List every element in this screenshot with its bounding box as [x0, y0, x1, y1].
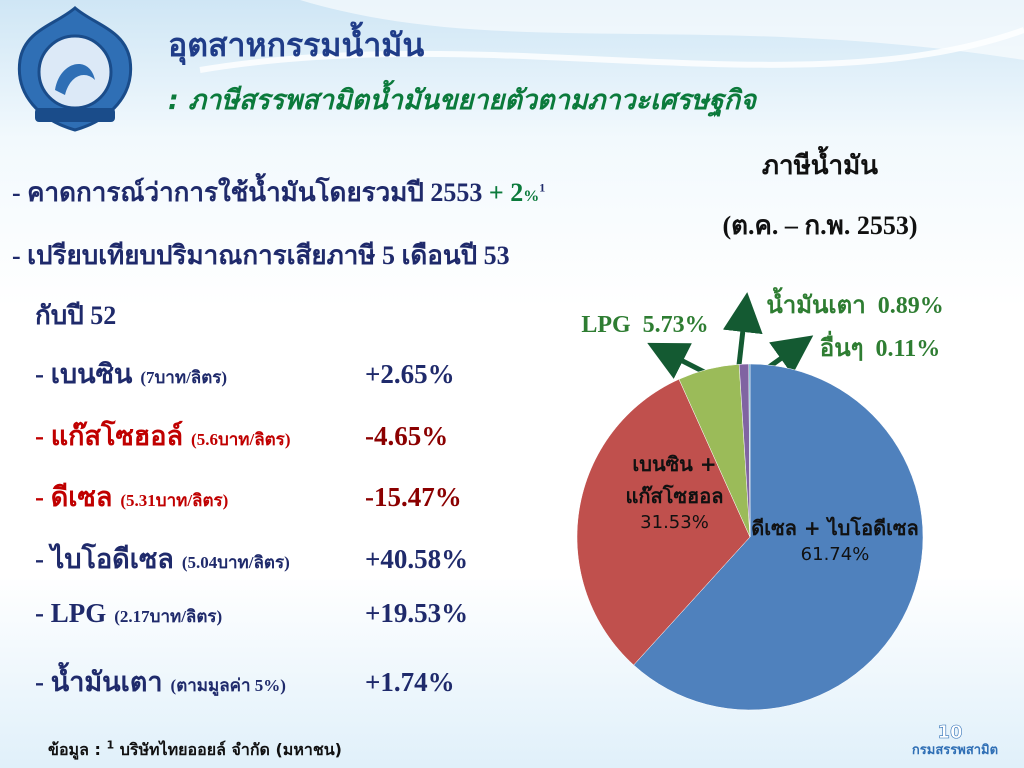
- pie-category: ดีเซล + ไบโอดีเซล: [751, 516, 919, 540]
- source: บริษัทไทยออยล์ จำกัด (มหาชน): [119, 740, 342, 759]
- item: - ไบโอดีเซล (5.04บาท/ลิตร) +40.58%: [35, 537, 468, 580]
- item: - แก๊สโซฮอล์ (5.6บาท/ลิตร) -4.65%: [35, 414, 448, 457]
- item: - เบนซิน (7บาท/ลิตร) +2.65%: [35, 352, 455, 395]
- item-name: - แก๊สโซฮอล์: [35, 420, 184, 451]
- item-label: - ดีเซล (5.31บาท/ลิตร): [35, 475, 365, 518]
- item-label: - เบนซิน (7บาท/ลิตร): [35, 352, 365, 395]
- source-label: ข้อมูล :: [48, 740, 101, 759]
- item-detail: (2.17บาท/ลิตร): [114, 607, 223, 626]
- item-change: -4.65%: [365, 420, 449, 451]
- bullet-continuation: กับปี 52: [35, 301, 117, 330]
- subtitle: : ภาษีสรรพสามิตน้ำมันขยายตัวตามภาวะเศรษฐ…: [168, 85, 756, 116]
- item-change: +40.58%: [365, 543, 469, 574]
- pie-slice: [576, 378, 751, 666]
- bullet-text: - คาดการณ์ว่าการใช้น้ำมันโดยรวมปี 2553: [12, 178, 483, 207]
- item-label: - แก๊สโซฮอล์ (5.6บาท/ลิตร): [35, 414, 365, 457]
- organization: กรมสรรพสามิต: [912, 743, 998, 758]
- pie-category: น้ำมันเตา: [766, 293, 866, 319]
- pie-category: เบนซิน + แก๊สโซฮอล: [625, 452, 724, 508]
- pie-slice: [633, 363, 924, 711]
- pie-category: อื่นๆ: [819, 336, 864, 362]
- footer: ข้อมูล : 1 บริษัทไทยออยล์ จำกัด (มหาชน): [48, 738, 342, 763]
- wave: [199, 27, 1024, 73]
- item-change: +2.65%: [365, 359, 455, 389]
- item-detail: (5.31บาท/ลิตร): [120, 491, 229, 510]
- item-label: - ไบโอดีเซล (5.04บาท/ลิตร): [35, 537, 365, 580]
- pie-label: น้ำมันเตา 0.89%: [740, 285, 970, 324]
- item-name: - ไบโอดีเซล: [35, 543, 174, 574]
- logo: [17, 6, 133, 132]
- pie: [576, 363, 924, 711]
- item: - LPG (2.17บาท/ลิตร) +19.53%: [35, 598, 468, 630]
- item: - น้ำมันเตา (ตามมูลค่า 5%) +1.74%: [35, 660, 455, 703]
- bullet: - คาดการณ์ว่าการใช้น้ำมันโดยรวมปี 2553 +…: [12, 172, 545, 213]
- arrow: [722, 292, 763, 375]
- item-change: +19.53%: [365, 598, 469, 628]
- source-note: 1: [106, 738, 115, 752]
- wave: [300, 0, 1024, 60]
- note: 1: [539, 180, 546, 195]
- item-label: - LPG (2.17บาท/ลิตร): [35, 598, 365, 630]
- pie-label: เบนซิน + แก๊สโซฮอล 31.53%: [617, 448, 732, 533]
- pie-label: อื่นๆ 0.11%: [790, 328, 970, 367]
- item-name: - LPG: [35, 598, 107, 628]
- item-change: -15.47%: [365, 482, 462, 512]
- bullet: - เปรียบเทียบปริมาณการเสียภาษี 5 เดือนปี…: [12, 241, 510, 270]
- item-name: - เบนซิน: [35, 359, 133, 389]
- pie-value: 0.89%: [877, 293, 944, 319]
- pie-label: LPG 5.73%: [555, 312, 735, 339]
- pie-label: ดีเซล + ไบโอดีเซล 61.74%: [750, 512, 920, 565]
- pie-value: 31.53%: [640, 512, 709, 533]
- item-detail: (5.04บาท/ลิตร): [181, 552, 290, 572]
- pie-category: LPG: [581, 312, 631, 338]
- pie-value: 61.74%: [800, 544, 870, 565]
- item-label: - น้ำมันเตา (ตามมูลค่า 5%): [35, 660, 365, 703]
- item-name: - ดีเซล: [35, 482, 113, 512]
- item-detail: (5.6บาท/ลิตร): [191, 429, 291, 449]
- chart-subtitle: (ต.ค. – ก.พ. 2553): [722, 211, 918, 240]
- chart-title: ภาษีน้ำมัน: [761, 151, 879, 180]
- highlight: + 2: [488, 178, 524, 207]
- item: - ดีเซล (5.31บาท/ลิตร) -15.47%: [35, 475, 462, 518]
- page-number: 10: [937, 722, 962, 743]
- item-detail: (7บาท/ลิตร): [140, 368, 228, 387]
- item-name: - น้ำมันเตา: [35, 666, 163, 697]
- pie-value: 5.73%: [642, 312, 709, 338]
- title: อุตสาหกรรมน้ำมัน: [168, 26, 425, 64]
- pie-slice: [748, 363, 751, 538]
- item-detail: (ตามมูลค่า 5%): [170, 675, 286, 695]
- item-change: +1.74%: [365, 666, 455, 697]
- pie-value: 0.11%: [875, 336, 941, 362]
- unit: %: [523, 188, 540, 205]
